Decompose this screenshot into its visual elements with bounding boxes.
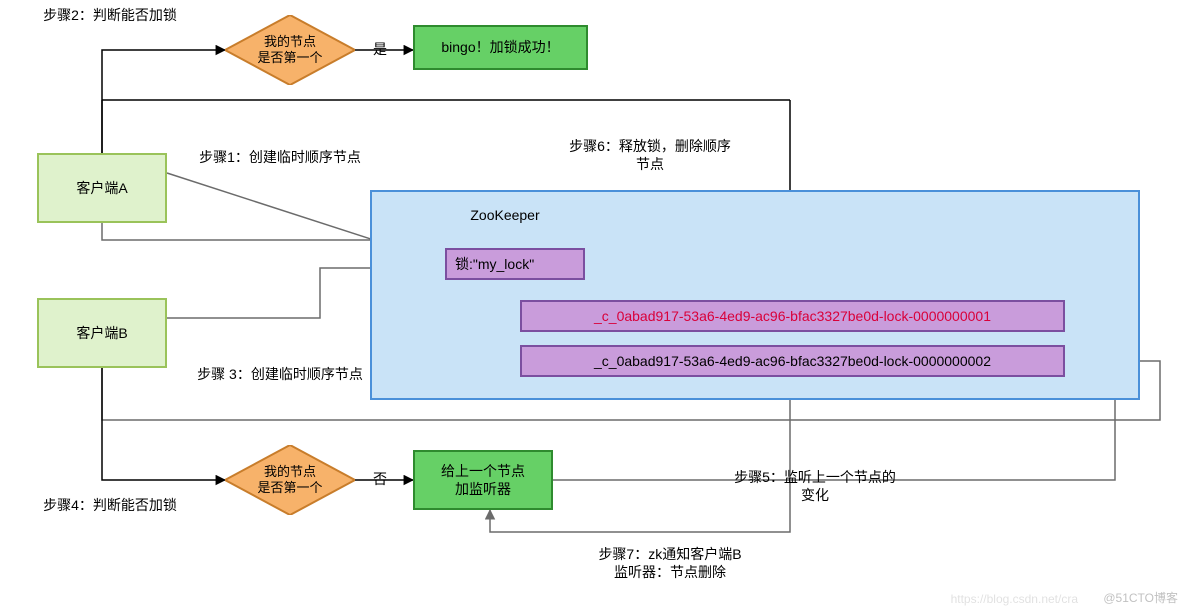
client-b-box: 客户端B <box>37 298 167 368</box>
client-a-box: 客户端A <box>37 153 167 223</box>
decision-1: 我的节点是否第一个 <box>225 15 355 85</box>
mylock-box: 锁:"my_lock" <box>445 248 585 280</box>
step4-label: 步骤4：判断能否加锁 <box>20 496 200 516</box>
no-label: 否 <box>370 470 390 490</box>
step2-label: 步骤2：判断能否加锁 <box>20 6 200 26</box>
step1-label: 步骤1：创建临时顺序节点 <box>170 148 390 168</box>
step6-label: 步骤6：释放锁，删除顺序节点 <box>540 137 760 177</box>
seq-node-1: _c_0abad917-53a6-4ed9-ac96-bfac3327be0d-… <box>520 300 1065 332</box>
step3-label: 步骤 3：创建临时顺序节点 <box>170 365 390 385</box>
watermark-faded: https://blog.csdn.net/cra <box>951 592 1078 606</box>
zookeeper-label: ZooKeeper <box>445 206 565 226</box>
bingo-box: bingo！加锁成功！ <box>413 25 588 70</box>
listener-box: 给上一个节点加监听器 <box>413 450 553 510</box>
step7-label: 步骤7：zk通知客户端B监听器：节点删除 <box>560 545 780 585</box>
step5-label: 步骤5：监听上一个节点的变化 <box>700 468 930 508</box>
decision-2: 我的节点是否第一个 <box>225 445 355 515</box>
yes-label: 是 <box>370 40 390 60</box>
edge-clientA-to-decision1 <box>102 50 225 153</box>
watermark: @51CTO博客 <box>1103 589 1178 606</box>
seq-node-2: _c_0abad917-53a6-4ed9-ac96-bfac3327be0d-… <box>520 345 1065 377</box>
